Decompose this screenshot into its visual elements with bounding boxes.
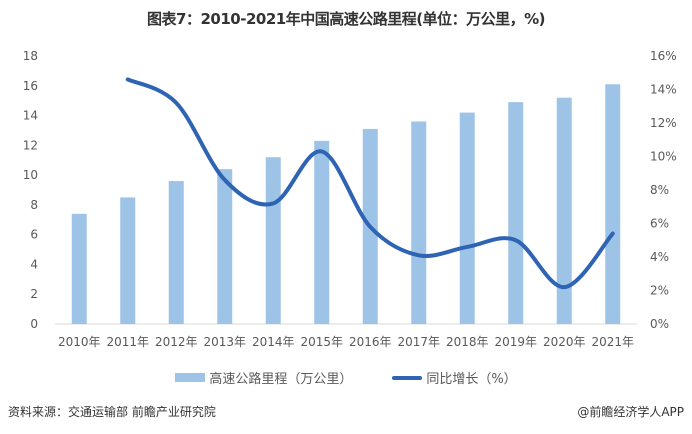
bar-2013年 — [217, 169, 233, 324]
bar-2011年 — [120, 197, 136, 324]
right-axis-tick: 6% — [650, 217, 669, 231]
footer: 资料来源：交通运输部 前瞻产业研究院 @前瞻经济学人APP — [8, 403, 684, 420]
bar-2018年 — [459, 112, 475, 324]
left-axis-tick: 4 — [30, 257, 38, 271]
left-axis-tick: 18 — [23, 49, 38, 63]
left-axis-tick: 16 — [23, 79, 38, 93]
legend-item-bar: 高速公路里程（万公里） — [175, 368, 352, 387]
bar-2021年 — [605, 84, 621, 325]
bar-2020年 — [556, 97, 572, 324]
legend-label-bar: 高速公路里程（万公里） — [209, 372, 353, 387]
right-axis-tick: 12% — [650, 116, 677, 130]
right-axis-tick: 10% — [650, 150, 677, 164]
x-axis-tick: 2010年 — [58, 335, 101, 349]
left-axis-tick: 8 — [30, 198, 38, 212]
x-axis-tick: 2020年 — [543, 335, 586, 349]
x-axis-tick: 2014年 — [252, 335, 295, 349]
left-axis-tick: 10 — [23, 168, 38, 182]
chart-title: 图表7：2010-2021年中国高速公路里程(单位：万公里，%) — [147, 10, 545, 28]
x-axis-tick: 2019年 — [494, 335, 537, 349]
right-axis-tick: 4% — [650, 250, 669, 264]
left-axis-tick: 12 — [23, 138, 38, 152]
x-axis-tick: 2013年 — [203, 335, 246, 349]
x-axis-tick: 2017年 — [397, 335, 440, 349]
bar-2015年 — [314, 140, 330, 324]
bar-2019年 — [508, 102, 524, 325]
legend-item-line: 同比增长（%） — [392, 368, 517, 387]
source-text: 资料来源：交通运输部 前瞻产业研究院 — [8, 405, 216, 419]
x-axis-tick: 2012年 — [155, 335, 198, 349]
left-axis-tick: 6 — [30, 228, 38, 242]
x-axis-tick: 2018年 — [446, 335, 489, 349]
bar-2012年 — [168, 181, 184, 324]
legend: 高速公路里程（万公里） 同比增长（%） — [0, 368, 692, 387]
growth-line — [125, 77, 615, 290]
right-axis-tick: 8% — [650, 183, 669, 197]
legend-swatch-line — [392, 375, 423, 380]
left-axis-tick: 0 — [30, 317, 38, 331]
right-axis-tick: 2% — [650, 284, 669, 298]
right-axis-tick: 0% — [650, 317, 669, 331]
bar-2010年 — [71, 213, 87, 324]
left-axis-tick: 2 — [30, 287, 38, 301]
right-axis-tick: 16% — [650, 49, 677, 63]
legend-swatch-bar — [175, 373, 206, 382]
x-axis-tick: 2015年 — [300, 335, 343, 349]
bar-2014年 — [265, 157, 281, 324]
bar-2017年 — [411, 121, 427, 324]
right-axis-tick: 14% — [650, 83, 677, 97]
x-axis-tick: 2021年 — [591, 335, 634, 349]
x-axis-tick: 2016年 — [349, 335, 392, 349]
legend-label-line: 同比增长（%） — [426, 372, 517, 387]
x-axis-tick: 2011年 — [106, 335, 149, 349]
credit-text: @前瞻经济学人APP — [577, 405, 684, 419]
left-axis-tick: 14 — [23, 109, 38, 123]
